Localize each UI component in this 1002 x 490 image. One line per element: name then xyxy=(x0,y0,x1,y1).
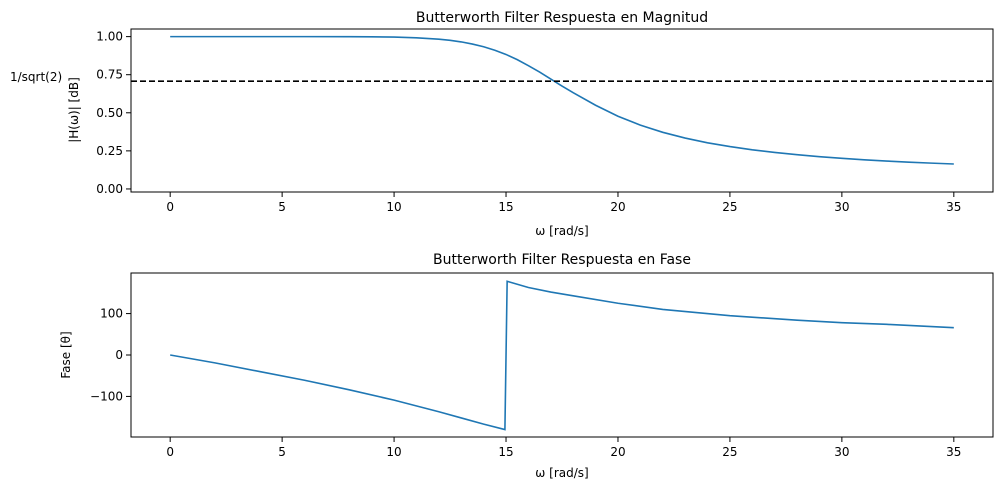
magnitude-series-line-0 xyxy=(170,35,954,165)
phase-x-tick-label: 35 xyxy=(946,445,961,459)
phase-axes-frame xyxy=(130,272,994,438)
phase-x-tick-label: 5 xyxy=(278,445,286,459)
magnitude-x-tick-label: 10 xyxy=(386,200,401,214)
reference-line-label: 1/sqrt(2) xyxy=(10,70,62,84)
magnitude-y-tick-label: 0.75 xyxy=(96,68,123,82)
phase-y-tick-label: 0 xyxy=(115,348,123,362)
phase-x-label: ω [rad/s] xyxy=(535,466,588,480)
phase-plot: Butterworth Filter Respuesta en Fase 0 5 1… xyxy=(59,252,994,480)
phase-x-tick-label: 30 xyxy=(834,445,849,459)
phase-y-ticks: −100 0 100 xyxy=(90,307,131,403)
phase-series-line-0 xyxy=(170,280,954,431)
magnitude-title: Butterworth Filter Respuesta en Magnitud xyxy=(416,10,708,26)
phase-title: Butterworth Filter Respuesta en Fase xyxy=(433,252,691,268)
magnitude-y-label: |H(ω)| [dB] xyxy=(67,77,81,143)
magnitude-x-tick-label: 35 xyxy=(946,200,961,214)
magnitude-series-layer xyxy=(170,35,954,165)
magnitude-y-tick-label: 0.00 xyxy=(96,182,123,196)
phase-x-tick-label: 15 xyxy=(498,445,513,459)
magnitude-plot: Butterworth Filter Respuesta en Magnitud… xyxy=(10,10,994,238)
magnitude-x-label: ω [rad/s] xyxy=(535,224,588,238)
magnitude-axes-frame xyxy=(130,28,994,193)
phase-x-tick-label: 0 xyxy=(166,445,174,459)
magnitude-x-tick-label: 5 xyxy=(278,200,286,214)
magnitude-x-ticks: 0 5 10 15 20 25 30 35 xyxy=(166,192,961,214)
magnitude-y-tick-label: 0.50 xyxy=(96,106,123,120)
magnitude-x-tick-label: 25 xyxy=(722,200,737,214)
phase-y-tick-label: −100 xyxy=(90,389,123,403)
magnitude-x-tick-label: 30 xyxy=(834,200,849,214)
magnitude-y-ticks: 0.00 0.25 0.50 0.75 1.00 xyxy=(96,30,131,196)
magnitude-x-tick-label: 20 xyxy=(610,200,625,214)
phase-series-layer xyxy=(170,280,954,431)
phase-y-label: Fase [θ] xyxy=(59,331,73,378)
magnitude-y-tick-label: 1.00 xyxy=(96,30,123,44)
phase-x-tick-label: 20 xyxy=(610,445,625,459)
magnitude-y-tick-label: 0.25 xyxy=(96,144,123,158)
phase-y-tick-label: 100 xyxy=(100,307,123,321)
phase-x-ticks: 0 5 10 15 20 25 30 35 xyxy=(166,437,961,459)
magnitude-x-tick-label: 0 xyxy=(166,200,174,214)
phase-x-tick-label: 25 xyxy=(722,445,737,459)
magnitude-x-tick-label: 15 xyxy=(498,200,513,214)
phase-x-tick-label: 10 xyxy=(386,445,401,459)
